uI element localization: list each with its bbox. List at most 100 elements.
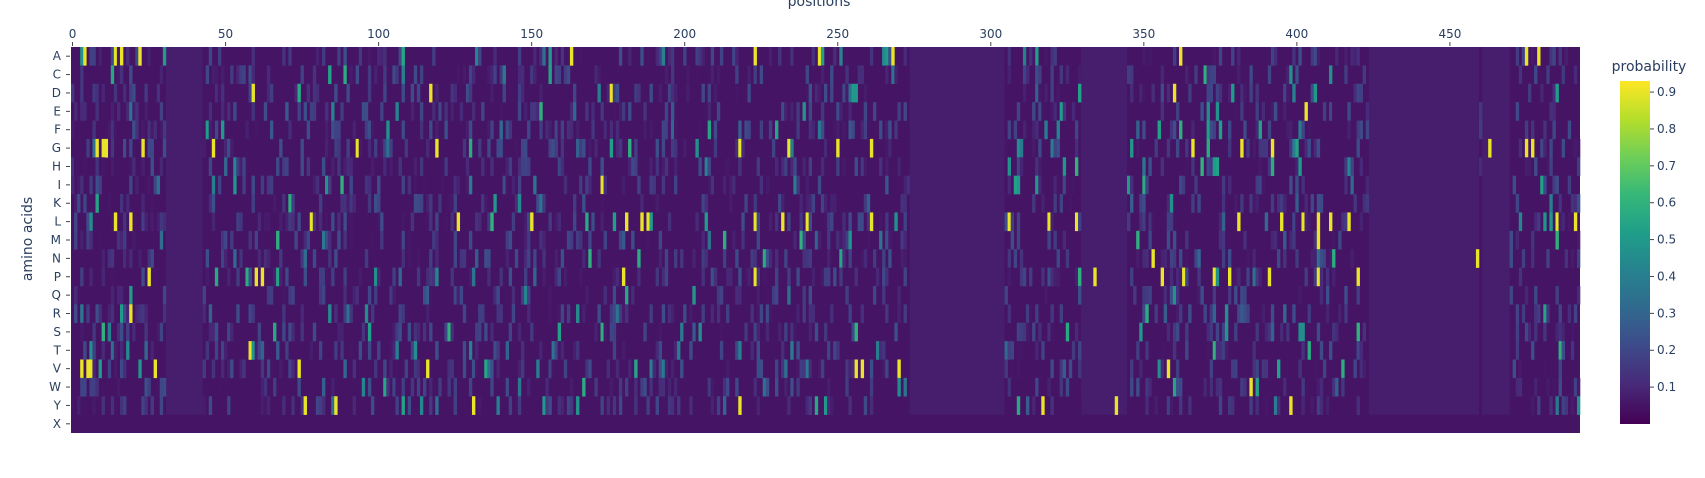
- heatmap-cell: [664, 157, 669, 176]
- heatmap-cell: [1016, 359, 1021, 379]
- heatmap-cell: [1145, 249, 1149, 268]
- heatmap-cell: [854, 157, 858, 176]
- heatmap-cell: [367, 175, 372, 195]
- heatmap-cell: [263, 377, 268, 397]
- heatmap-cell-peak: [1151, 249, 1155, 268]
- heatmap-cell: [484, 322, 488, 342]
- heatmap-cell: [1234, 359, 1238, 379]
- heatmap-cell: [123, 138, 127, 158]
- heatmap-cell: [655, 396, 659, 415]
- heatmap-cell: [903, 377, 907, 397]
- heatmap-cell: [1228, 249, 1232, 268]
- heatmap-cell: [692, 249, 696, 268]
- heatmap-cell: [367, 65, 372, 85]
- heatmap-cell: [1148, 47, 1152, 66]
- heatmap-cell: [383, 83, 387, 103]
- heatmap-cell: [612, 83, 617, 103]
- heatmap-cell: [1157, 359, 1161, 379]
- heatmap-cell: [572, 212, 577, 232]
- heatmap-cell: [361, 102, 366, 121]
- heatmap-cell: [389, 285, 393, 305]
- heatmap-cell: [309, 341, 314, 360]
- heatmap-cell-peak: [303, 396, 307, 415]
- y-tick-label: K: [53, 196, 62, 210]
- heatmap-cell: [407, 396, 412, 415]
- y-tick-label: L: [54, 215, 61, 229]
- heatmap-cell: [814, 322, 819, 342]
- heatmap-cell: [1041, 102, 1045, 121]
- heatmap-cell: [1032, 377, 1036, 397]
- heatmap-cell: [823, 83, 828, 103]
- heatmap-cell: [101, 83, 105, 103]
- heatmap-cell: [349, 194, 353, 213]
- heatmap-cell: [572, 102, 577, 121]
- heatmap-cell: [560, 47, 565, 66]
- heatmap-cell: [1145, 285, 1149, 305]
- heatmap-cell: [202, 304, 206, 324]
- heatmap-cell: [426, 267, 430, 287]
- heatmap-cell: [842, 120, 846, 140]
- heatmap-cell: [80, 175, 84, 195]
- heatmap-cell: [1056, 138, 1060, 158]
- heatmap-cell: [707, 83, 712, 103]
- heatmap-cell: [722, 230, 727, 250]
- heatmap-cell: [1515, 304, 1520, 324]
- heatmap-cell: [652, 175, 656, 195]
- heatmap-cell: [380, 212, 384, 232]
- heatmap-cell: [236, 157, 240, 176]
- heatmap-cell: [1056, 249, 1060, 268]
- heatmap-cell: [612, 102, 617, 121]
- heatmap-cell: [866, 212, 871, 232]
- heatmap-cell: [113, 120, 118, 140]
- heatmap-cell: [487, 65, 491, 85]
- heatmap-cell: [811, 304, 816, 324]
- heatmap-cell: [1264, 396, 1269, 415]
- heatmap-cell: [484, 249, 488, 268]
- heatmap-cell: [1301, 341, 1305, 360]
- heatmap-cell: [1518, 138, 1523, 158]
- heatmap-cell: [1056, 83, 1060, 103]
- heatmap-cell: [89, 194, 93, 213]
- heatmap-cell: [334, 304, 338, 324]
- heatmap-cell: [600, 194, 604, 213]
- heatmap-cell: [1534, 322, 1538, 342]
- heatmap-cell: [673, 120, 678, 140]
- heatmap-cell: [768, 304, 773, 324]
- heatmap-cell-peak: [153, 359, 157, 379]
- heatmap-cell: [1555, 322, 1559, 342]
- heatmap-cell: [1283, 83, 1287, 103]
- heatmap-cell: [628, 157, 632, 176]
- heatmap-cell: [401, 230, 405, 250]
- heatmap-cell-peak: [1280, 212, 1284, 232]
- heatmap-cell: [1029, 267, 1033, 287]
- heatmap-cell: [321, 230, 326, 250]
- y-tick-label: Y: [53, 398, 62, 412]
- heatmap-cell: [1218, 230, 1223, 250]
- heatmap-cell: [722, 396, 727, 415]
- heatmap-cell: [144, 341, 148, 360]
- heatmap-cell: [612, 322, 617, 342]
- heatmap-cell: [273, 194, 277, 213]
- heatmap-cell: [1145, 175, 1149, 195]
- heatmap-cell: [1521, 249, 1526, 268]
- heatmap-cell: [634, 157, 638, 176]
- heatmap-cell: [872, 102, 877, 121]
- heatmap-cell: [285, 267, 289, 287]
- heatmap-cell: [401, 65, 405, 85]
- heatmap-cell: [129, 83, 133, 103]
- heatmap-cell: [1209, 304, 1213, 324]
- heatmap-cell: [1286, 322, 1290, 342]
- heatmap-cell: [438, 102, 442, 121]
- heatmap-cell: [701, 267, 705, 287]
- heatmap-cell: [658, 47, 663, 66]
- heatmap-cell: [738, 157, 742, 176]
- heatmap-cell: [300, 304, 304, 324]
- y-tick-label: E: [53, 104, 61, 118]
- heatmap-cell: [667, 396, 672, 415]
- heatmap-cell: [135, 175, 139, 195]
- heatmap-cell: [756, 359, 760, 379]
- heatmap-cell: [251, 304, 255, 324]
- heatmap-cell: [615, 83, 620, 103]
- heatmap-cell: [533, 267, 537, 287]
